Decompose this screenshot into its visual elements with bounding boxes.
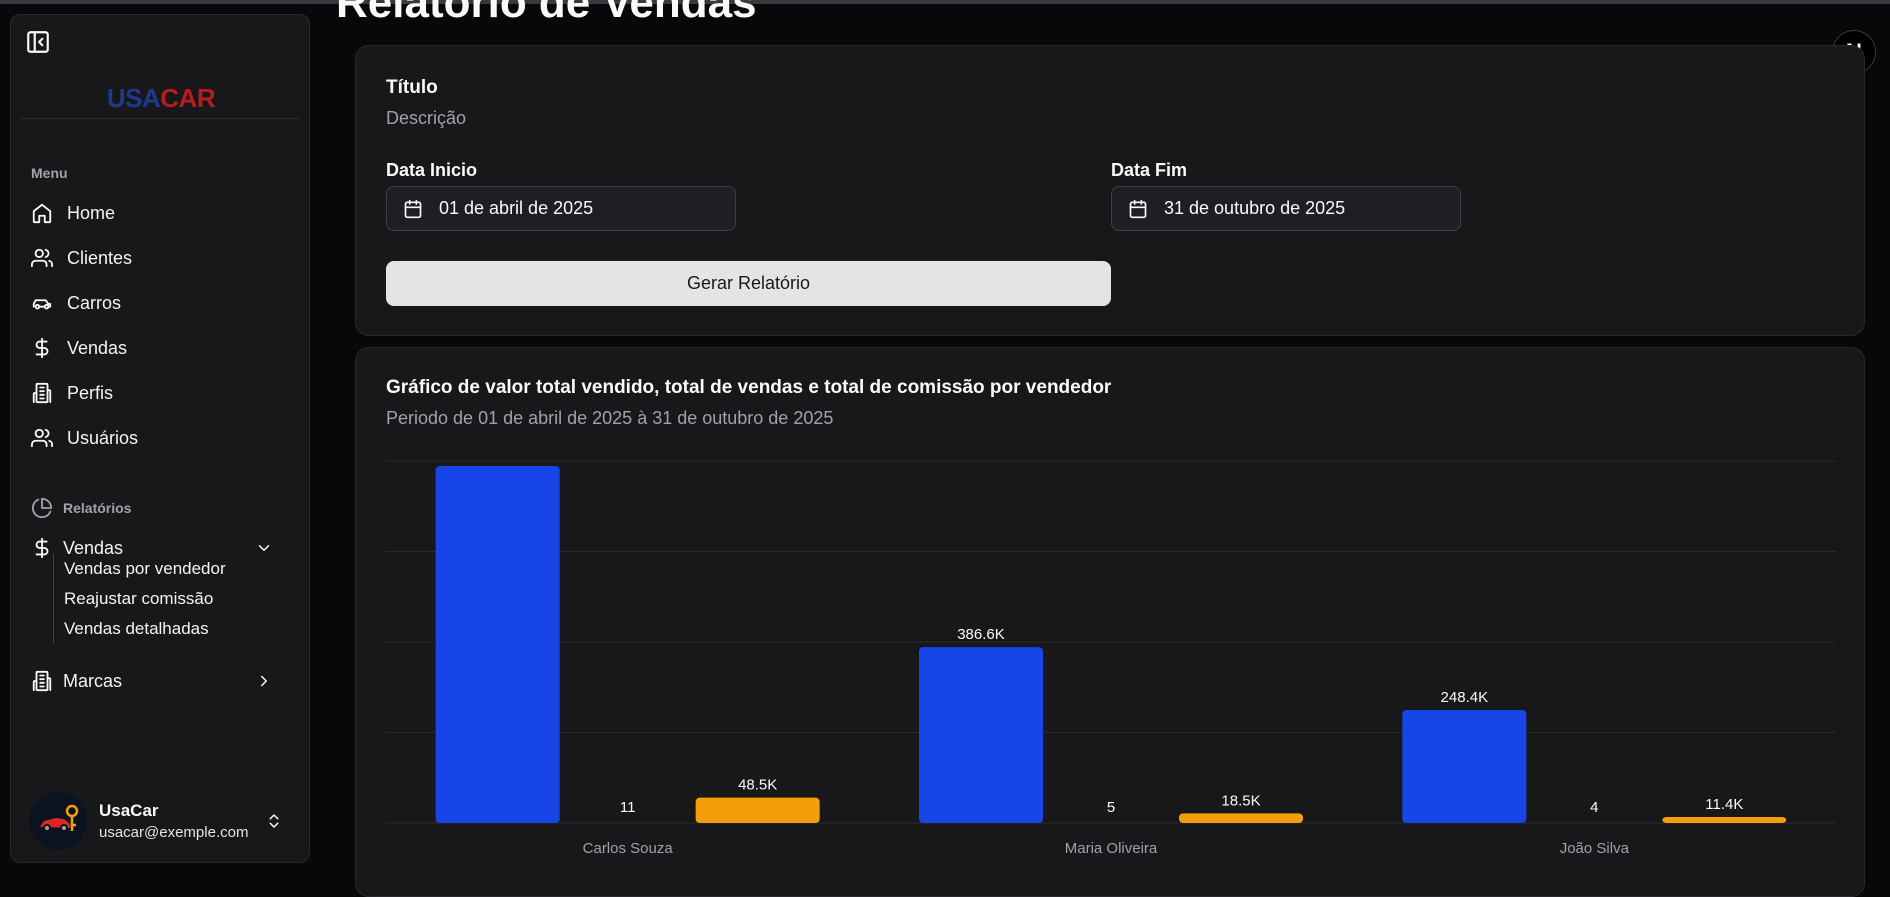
x-tick-label: João Silva [1560,840,1630,857]
page-title: Relatório de Vendas [336,0,757,27]
window-top-edge [0,0,1890,4]
pie-chart-icon [31,497,53,518]
sidebar-item-label: Perfis [67,382,114,403]
end-date-value: 31 de outubro de 2025 [1164,198,1346,218]
sidebar-item-home[interactable]: Home [29,195,293,231]
sidebar-item-label: Clientes [67,247,133,268]
sidebar-item-label: Vendas [63,537,124,558]
sidebar-item-label: Carros [67,292,122,313]
end-date-picker[interactable]: 31 de outubro de 2025 [1111,186,1461,231]
sidebar-item-usuarios[interactable]: Usuários [29,420,293,456]
sidebar-item-marcas[interactable]: Marcas [29,663,293,699]
calendar-icon [404,199,422,218]
data-label: 4 [1590,799,1598,816]
generate-report-button[interactable]: Gerar Relatório [386,261,1111,306]
sidebar-item-perfis[interactable]: Perfis [29,375,293,411]
dollar-icon [35,337,49,359]
bar[interactable] [435,466,560,823]
start-date-value: 01 de abril de 2025 [439,198,594,218]
sidebar-item-label: Usuários [67,427,139,448]
start-date-label: Data Inicio [386,160,478,180]
data-label: 48.5K [738,777,777,794]
bar[interactable] [1179,813,1303,823]
calendar-icon [1129,199,1147,218]
sidebar-item-label: Vendas [67,337,128,358]
user-email: usacar@exemple.com [99,824,249,841]
car-icon [32,299,52,310]
data-label: 11.4K [1705,796,1743,813]
sidebar-item-carros[interactable]: Carros [29,285,293,321]
sidebar-item-vendas[interactable]: Vendas [29,330,293,366]
bar[interactable] [919,647,1043,823]
logo-divider [21,118,299,119]
data-label: 248.4K [1441,689,1489,706]
filter-card-title: Título [386,77,438,98]
bar-chart: 11 48.5K Carlos Souza 386.6K 5 18.5K Maria Oli… [386,460,1836,857]
data-label: 5 [1107,799,1115,816]
building-icon [32,382,52,404]
logo: USACAR [106,83,216,113]
chart-subtitle: Periodo de 01 de abril de 2025 à 31 de o… [386,408,834,428]
building-icon [32,670,52,692]
sidebar-item-clientes[interactable]: Clientes [29,240,293,276]
user-name: UsaCar [99,801,159,820]
submenu-item-vendas-por-vendedor[interactable]: Vendas por vendedor [64,559,226,578]
filter-card-description: Descrição [386,108,467,128]
avatar [29,792,87,850]
bar[interactable] [1662,817,1787,823]
home-icon [32,203,52,224]
chart-title: Gráfico de valor total vendido, total de… [386,377,1112,398]
chart-card: Gráfico de valor total vendido, total de… [355,347,1865,897]
data-label: 11 [620,799,636,816]
sidebar-toggle-button[interactable] [23,27,53,57]
panel-left-close-icon [27,31,49,53]
chevron-down-icon [258,545,270,551]
submenu-item-reajustar-comissao[interactable]: Reajustar comissão [64,589,214,608]
reports-submenu: Vendas por vendedor Reajustar comissão V… [53,554,226,644]
bar[interactable] [695,797,820,823]
data-label: 18.5K [1221,792,1260,809]
car-key-logo-icon [40,804,79,832]
reports-group-label: Relatórios [29,490,293,526]
users-icon [31,428,53,448]
sidebar-item-reports-vendas[interactable]: Vendas [29,530,293,566]
user-menu[interactable]: UsaCar usacar@exemple.com [29,791,293,851]
x-tick-label: Maria Oliveira [1065,840,1158,857]
chevrons-up-down-icon [269,814,279,828]
start-date-picker[interactable]: 01 de abril de 2025 [386,186,736,231]
submenu-item-vendas-detalhadas[interactable]: Vendas detalhadas [64,619,209,638]
sidebar: USACAR Menu Home Clientes Carros Vendas … [10,14,310,863]
dollar-icon [35,537,49,559]
menu-group-label: Menu [31,165,68,181]
x-tick-label: Carlos Souza [583,840,674,857]
data-label: 386.6K [957,626,1005,643]
bar[interactable] [1402,710,1527,823]
sidebar-item-label: Marcas [63,670,123,691]
users-icon [31,248,53,268]
end-date-label: Data Fim [1111,160,1188,180]
chevron-right-icon [261,675,267,687]
sidebar-item-label: Home [67,202,116,223]
